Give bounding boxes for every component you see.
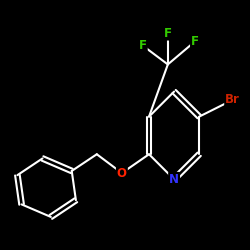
Text: N: N (169, 173, 179, 186)
Text: O: O (117, 166, 127, 179)
Text: Br: Br (225, 94, 240, 106)
Text: F: F (191, 35, 199, 48)
Text: F: F (164, 26, 172, 40)
Text: F: F (139, 39, 147, 52)
